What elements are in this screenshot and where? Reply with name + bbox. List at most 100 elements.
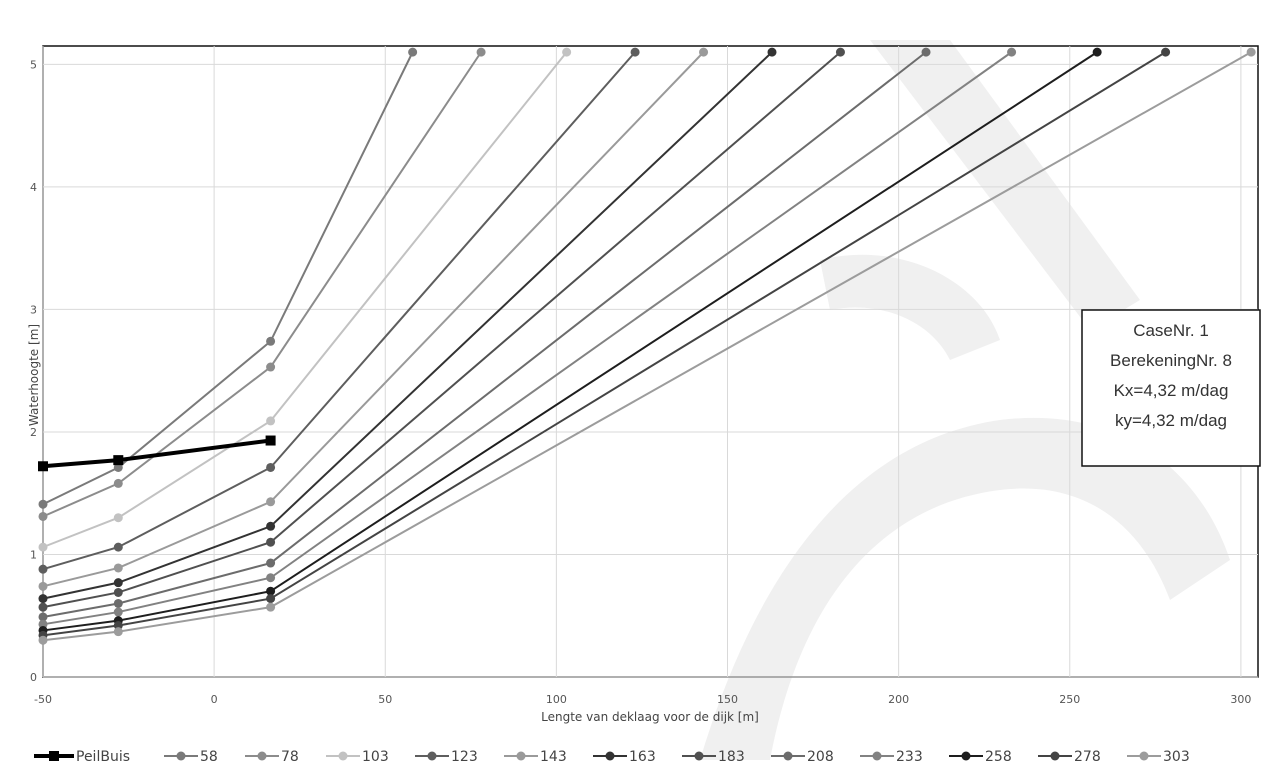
annotation-line-2: BerekeningNr. 8 <box>1110 351 1232 370</box>
series-303 <box>38 47 1256 645</box>
data-point <box>266 497 276 507</box>
data-point <box>266 594 276 604</box>
legend-label: 183 <box>718 749 745 765</box>
legend-item-208: 208 <box>771 749 834 765</box>
series-58 <box>38 47 418 509</box>
legend-label: 58 <box>200 749 218 765</box>
annotation-line-4: ky=4,32 m/dag <box>1115 411 1227 430</box>
legend-label: 163 <box>629 749 656 765</box>
legend-label: 303 <box>1163 749 1190 765</box>
legend-item-58: 58 <box>164 749 218 765</box>
legend-label: 78 <box>281 749 299 765</box>
legend-label: 233 <box>896 749 923 765</box>
legend-label: 143 <box>540 749 567 765</box>
y-tick-label: 3 <box>30 303 37 316</box>
data-point <box>113 455 124 466</box>
data-point <box>699 47 709 57</box>
legend-marker <box>338 751 348 761</box>
legend-marker <box>516 751 526 761</box>
y-tick-label: 5 <box>30 58 37 71</box>
data-point <box>630 47 640 57</box>
data-point <box>113 627 123 637</box>
data-point <box>1007 47 1017 57</box>
data-point <box>835 47 845 57</box>
legend-marker <box>49 751 59 761</box>
data-point <box>38 594 48 604</box>
data-point <box>113 578 123 588</box>
x-axis-ticks: -50 0 50 100 150 200 250 300 <box>34 693 1251 706</box>
annotation-line-1: CaseNr. 1 <box>1133 321 1209 340</box>
legend-label: 208 <box>807 749 834 765</box>
data-point <box>266 602 276 612</box>
series-208 <box>38 47 931 622</box>
plot-frame <box>42 45 1259 678</box>
legend-item-233: 233 <box>860 749 923 765</box>
series-group <box>38 47 1256 645</box>
data-point <box>38 499 48 509</box>
data-point <box>408 47 418 57</box>
series-line <box>42 51 482 518</box>
legend-label: PeilBuis <box>76 749 130 765</box>
data-point <box>38 602 48 612</box>
series-line <box>42 51 414 506</box>
legend-item-78: 78 <box>245 749 299 765</box>
series-143 <box>38 47 709 591</box>
legend-item-183: 183 <box>682 749 745 765</box>
legend: PeilBuis 58 78 103 123 143 163 183 208 233 258 278 3… <box>34 749 1190 765</box>
series-line <box>42 51 1098 632</box>
series-line <box>42 51 636 571</box>
data-point <box>266 537 276 547</box>
data-point <box>265 435 276 446</box>
data-point <box>562 47 572 57</box>
x-axis-title: Lengte van deklaag voor de dijk [m] <box>541 710 759 724</box>
data-point <box>38 564 48 574</box>
x-tick-label: 50 <box>378 693 392 706</box>
data-point <box>113 478 123 488</box>
legend-label: 278 <box>1074 749 1101 765</box>
data-point <box>38 635 48 645</box>
data-point <box>113 587 123 597</box>
legend-item-143: 143 <box>504 749 567 765</box>
legend-marker <box>872 751 882 761</box>
legend-marker <box>1050 751 1060 761</box>
data-point <box>266 362 276 372</box>
series-PeilBuis <box>38 435 276 472</box>
data-point <box>113 598 123 608</box>
legend-marker <box>1139 751 1149 761</box>
data-point <box>38 461 48 472</box>
data-point <box>1161 47 1171 57</box>
legend-marker <box>427 751 437 761</box>
series-line <box>42 51 773 600</box>
data-point <box>113 462 123 472</box>
series-78 <box>38 47 486 521</box>
data-point <box>266 586 276 596</box>
y-tick-label: 2 <box>30 426 37 439</box>
data-point <box>38 511 48 521</box>
series-line <box>42 51 842 609</box>
legend-item-303: 303 <box>1127 749 1190 765</box>
series-123 <box>38 47 640 574</box>
data-point <box>38 542 48 552</box>
series-line <box>42 438 271 469</box>
y-tick-label: 4 <box>30 181 37 194</box>
x-tick-label: 250 <box>1059 693 1080 706</box>
y-axis-ticks: 0 1 2 3 4 5 <box>30 58 37 684</box>
data-point <box>921 47 931 57</box>
data-point <box>113 607 123 617</box>
data-point <box>1246 47 1256 57</box>
legend-marker <box>783 751 793 761</box>
annotation-line-3: Kx=4,32 m/dag <box>1114 381 1229 400</box>
legend-marker <box>176 751 186 761</box>
legend-item-PeilBuis: PeilBuis <box>34 749 130 765</box>
data-point <box>266 462 276 472</box>
data-point <box>38 612 48 622</box>
data-point <box>266 573 276 583</box>
data-point <box>767 47 777 57</box>
data-point <box>266 336 276 346</box>
legend-item-278: 278 <box>1038 749 1101 765</box>
legend-label: 258 <box>985 749 1012 765</box>
legend-marker <box>961 751 971 761</box>
legend-marker <box>257 751 267 761</box>
data-point <box>38 581 48 591</box>
